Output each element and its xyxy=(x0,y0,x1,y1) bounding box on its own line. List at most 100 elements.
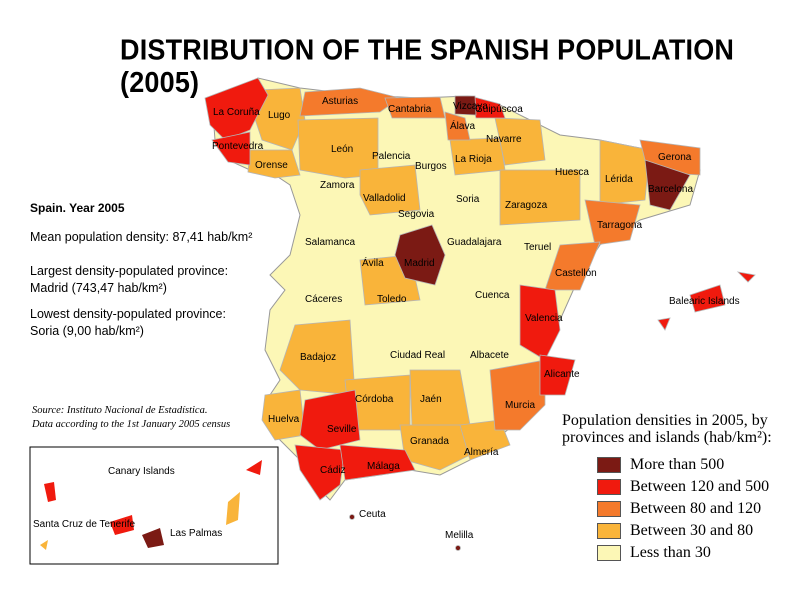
legend-swatch xyxy=(597,457,621,473)
province-tarragona xyxy=(584,199,641,246)
legend-item: Between 80 and 120 xyxy=(597,500,761,518)
province-labels: La Coruña Lugo Asturias Cantabria VizcayaGui… xyxy=(212,96,740,541)
province-label: Pontevedra xyxy=(212,141,264,152)
province-label: Almería xyxy=(464,447,499,458)
province-label: Madrid xyxy=(404,258,435,269)
legend-item: Between 120 and 500 xyxy=(597,478,769,496)
island-mallorca xyxy=(689,284,726,313)
legend-item: Less than 30 xyxy=(597,544,711,562)
island-el-hierro xyxy=(40,540,48,550)
legend-swatch xyxy=(597,523,621,539)
density-120-500-group xyxy=(204,77,756,501)
province-label: Huesca xyxy=(555,167,589,178)
legend-label: Between 30 and 80 xyxy=(630,522,754,539)
info-largest-line2: Madrid (743,47 hab/km²) xyxy=(30,281,167,295)
density-80-120-group xyxy=(299,87,701,431)
province-label: Cádiz xyxy=(320,465,346,476)
province-label: Burgos xyxy=(415,161,447,172)
legend-item: More than 500 xyxy=(597,456,724,474)
ceuta-marker xyxy=(349,514,355,520)
melilla-marker xyxy=(455,545,461,551)
source-line2: Data according to the 1st January 2005 c… xyxy=(32,419,231,430)
island-tenerife xyxy=(110,515,134,535)
island-ibiza xyxy=(657,317,671,331)
legend-title-line1: Population densities in 2005, by xyxy=(562,412,768,429)
province-label: Murcia xyxy=(505,400,535,411)
province-label: Valladolid xyxy=(363,193,406,204)
province-orense xyxy=(247,149,301,179)
legend-item: Between 30 and 80 xyxy=(597,522,753,540)
province-label: Cuenca xyxy=(475,290,510,301)
province-label: Segovia xyxy=(398,209,435,220)
province-label: Albacete xyxy=(470,350,509,361)
legend-swatch xyxy=(597,479,621,495)
province-label: Cantabria xyxy=(388,104,432,115)
province-label: Málaga xyxy=(367,461,400,472)
province-seville xyxy=(299,389,361,451)
source-note: Source: Instituto Nacional de Estadístic… xyxy=(32,404,230,432)
province-label: Zaragoza xyxy=(505,200,548,211)
province-malaga xyxy=(339,444,416,481)
province-label: Álava xyxy=(450,119,475,132)
province-label: Tarragona xyxy=(597,220,642,231)
province-label: Badajoz xyxy=(300,352,336,363)
province-vizcaya xyxy=(454,95,477,116)
legend-label: More than 500 xyxy=(630,456,725,473)
province-label: Guadalajara xyxy=(447,237,502,248)
legend-label: Less than 30 xyxy=(630,544,711,561)
province-navarre xyxy=(494,117,546,166)
province-label: Cáceres xyxy=(305,294,342,305)
province-label: Soria xyxy=(456,194,480,205)
province-barcelona xyxy=(644,159,691,211)
province-label: Jaén xyxy=(420,394,442,405)
source-line1: Source: Instituto Nacional de Estadístic… xyxy=(32,405,208,416)
island-fuerteventura xyxy=(226,492,240,525)
province-valladolid xyxy=(359,164,421,216)
province-label: Seville xyxy=(327,424,357,435)
map-title: DISTRIBUTION OF THE SPANISH POPULATION (… xyxy=(120,34,735,99)
province-label: Teruel xyxy=(524,242,551,253)
province-label: Guipúscoa xyxy=(475,104,523,115)
province-label: Alicante xyxy=(544,369,580,380)
las-palmas-label: Las Palmas xyxy=(170,528,222,539)
legend-label: Between 80 and 120 xyxy=(630,500,762,517)
province-label: Vizcaya xyxy=(453,101,488,112)
island-menorca xyxy=(736,271,756,283)
info-lowest-line1: Lowest density-populated province: xyxy=(30,307,226,321)
province-label: Ciudad Real xyxy=(390,350,445,361)
legend-swatch xyxy=(597,545,621,561)
province-label: Valencia xyxy=(525,313,563,324)
province-label: Lugo xyxy=(268,110,291,121)
santa-cruz-label: Santa Cruz de Tenerife xyxy=(33,519,136,530)
province-huelva xyxy=(261,389,306,441)
province-label: Córdoba xyxy=(355,394,394,405)
info-lowest-line2: Soria (9,00 hab/km²) xyxy=(30,324,144,338)
legend-title-line2: provinces and islands (hab/km²): xyxy=(562,429,772,446)
province-label: Melilla xyxy=(445,530,474,541)
province-madrid xyxy=(394,224,446,286)
province-label: Salamanca xyxy=(305,237,355,248)
province-label: Toledo xyxy=(377,294,407,305)
province-label: Barcelona xyxy=(648,184,693,195)
province-label: La Coruña xyxy=(213,107,260,118)
province-badajoz xyxy=(279,319,356,396)
province-label: Orense xyxy=(255,160,288,171)
province-label: La Rioja xyxy=(455,154,492,165)
province-label: Asturias xyxy=(322,96,358,107)
province-label: León xyxy=(331,144,353,155)
density-over-500-group xyxy=(349,95,691,551)
province-murcia xyxy=(489,359,546,431)
province-castellon xyxy=(544,241,601,291)
province-label: Ceuta xyxy=(359,509,386,520)
province-label: Palencia xyxy=(372,151,411,162)
info-heading: Spain. Year 2005 xyxy=(30,201,125,215)
province-cadiz xyxy=(294,444,346,501)
province-label: Granada xyxy=(410,436,449,447)
province-label: Castellón xyxy=(555,268,597,279)
island-la-palma xyxy=(44,482,56,502)
province-label: Zamora xyxy=(320,180,355,191)
province-label: Navarre xyxy=(486,134,522,145)
province-label: Balearic Islands xyxy=(669,296,740,307)
province-alava xyxy=(444,111,471,141)
